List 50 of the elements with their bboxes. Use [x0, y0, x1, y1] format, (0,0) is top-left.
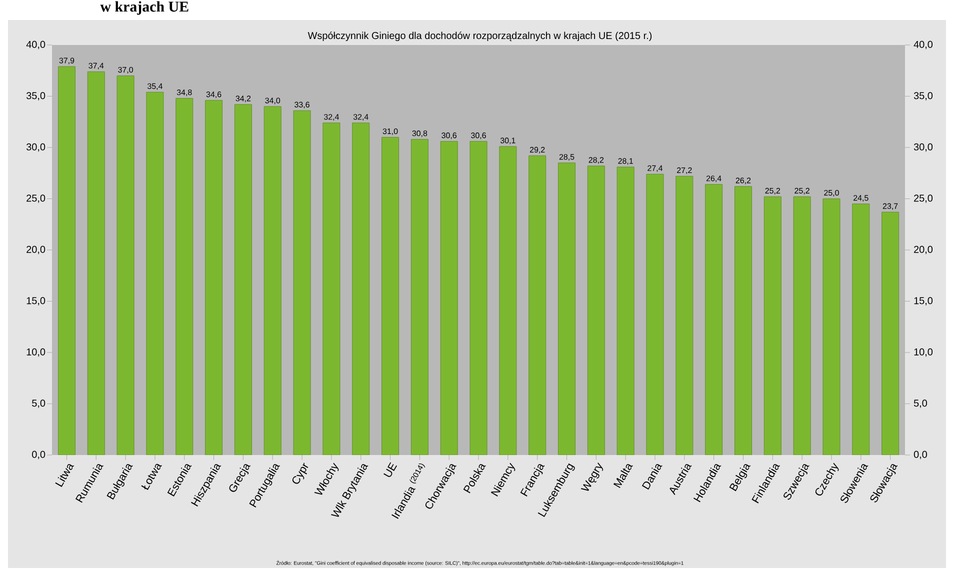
bar — [705, 184, 722, 455]
y2-tick-label: 35,0 — [26, 92, 46, 100]
bar — [734, 186, 752, 455]
y-tick-label: 10,0 — [914, 348, 933, 357]
bar — [470, 141, 488, 455]
bar — [646, 174, 664, 455]
y2-tick-label: 10,0 — [26, 348, 46, 357]
bar — [411, 139, 428, 455]
y-tick-label: 20,0 — [914, 246, 933, 254]
bar — [499, 146, 516, 455]
bar — [176, 98, 193, 455]
y-tick-label: 25,0 — [914, 194, 933, 203]
bar — [558, 162, 576, 455]
bar — [794, 196, 811, 455]
chart-title: Współczynnik Giniego dla dochodów rozporządzalnych w krajach UE (2015 r.) — [308, 32, 652, 42]
bar — [588, 166, 605, 455]
bar — [822, 198, 840, 455]
bar — [617, 166, 634, 455]
bar — [322, 122, 340, 455]
bar — [205, 100, 222, 455]
bar — [58, 66, 76, 455]
bar — [294, 110, 311, 455]
bar — [852, 204, 870, 455]
bar — [882, 212, 900, 455]
x-tick-label: UE — [384, 462, 397, 477]
y-tick-label: 40,0 — [914, 40, 933, 50]
y-tick-label: 15,0 — [914, 297, 933, 306]
y-tick-label: 5,0 — [914, 400, 928, 408]
bar — [146, 92, 164, 455]
y2-tick-label: 25,0 — [26, 194, 46, 203]
y2-tick-label: 5,0 — [32, 400, 46, 408]
y2-tick-label: 15,0 — [26, 297, 46, 306]
y2-tick-label: 30,0 — [26, 143, 46, 152]
bar — [676, 176, 693, 455]
y2-tick-label: 40,0 — [26, 40, 46, 50]
y2-tick-label: 0,0 — [32, 450, 46, 460]
bar — [264, 106, 282, 455]
y-tick-label: 30,0 — [914, 143, 933, 152]
bar — [234, 104, 252, 455]
bar — [88, 72, 105, 455]
bar — [764, 196, 782, 455]
bar — [440, 141, 458, 455]
y-tick-label: 0,0 — [914, 450, 928, 460]
text: w krajach UE — [100, 1, 188, 15]
bar — [117, 76, 134, 455]
bar — [382, 137, 399, 455]
bar — [528, 156, 546, 455]
bar — [352, 122, 370, 455]
y2-tick-label: 20,0 — [26, 246, 46, 254]
y-tick-label: 35,0 — [914, 92, 933, 100]
